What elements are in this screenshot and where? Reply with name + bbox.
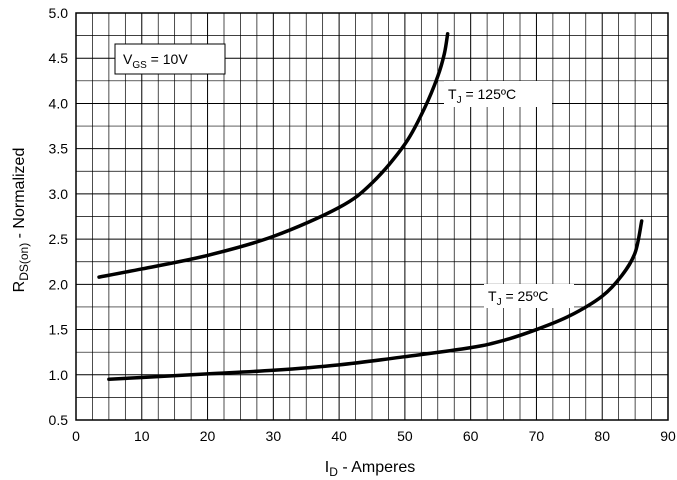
x-tick-label: 0 bbox=[72, 428, 80, 444]
x-tick-label: 50 bbox=[397, 428, 413, 444]
tj25-label-bg bbox=[484, 284, 574, 308]
x-tick-label: 70 bbox=[529, 428, 545, 444]
tj25-annotation: TJ = 25ºC bbox=[488, 288, 548, 308]
vgs-annotation: VGS = 10V bbox=[123, 51, 188, 71]
y-axis-title: RDS(on) - Normalized bbox=[11, 148, 31, 293]
y-tick-label: 1.5 bbox=[49, 322, 69, 338]
y-tick-label: 4.0 bbox=[49, 95, 69, 111]
tj125-label-bg bbox=[444, 81, 552, 107]
curve-tj-25c bbox=[107, 219, 644, 382]
x-tick-label: 40 bbox=[331, 428, 347, 444]
x-tick-label: 90 bbox=[660, 428, 676, 444]
plot-frame bbox=[75, 12, 669, 421]
x-tick-label: 60 bbox=[463, 428, 479, 444]
y-tick-label: 4.5 bbox=[49, 50, 69, 66]
x-tick-label: 20 bbox=[200, 428, 216, 444]
y-tick-label: 3.0 bbox=[49, 186, 69, 202]
curves bbox=[97, 32, 644, 382]
x-tick-label: 10 bbox=[134, 428, 150, 444]
y-tick-label: 2.0 bbox=[49, 276, 69, 292]
x-tick-label: 80 bbox=[594, 428, 610, 444]
y-tick-label: 5.0 bbox=[49, 5, 69, 21]
x-axis-title: ID - Amperes bbox=[325, 459, 415, 479]
vgs-annotation-box bbox=[114, 43, 226, 75]
y-axis-ticks: 0.5 1.0 1.5 2.0 2.5 3.0 3.5 4.0 4.5 5.0 bbox=[49, 5, 69, 428]
tj125-annotation: TJ = 125ºC bbox=[448, 86, 516, 106]
y-tick-label: 3.5 bbox=[49, 141, 69, 157]
y-tick-label: 2.5 bbox=[49, 231, 69, 247]
y-tick-label: 1.0 bbox=[49, 367, 69, 383]
curve-tj-125c bbox=[97, 32, 450, 279]
x-tick-label: 30 bbox=[266, 428, 282, 444]
x-axis-ticks: 0 10 20 30 40 50 60 70 80 90 bbox=[72, 428, 676, 444]
y-tick-label: 0.5 bbox=[49, 412, 69, 428]
